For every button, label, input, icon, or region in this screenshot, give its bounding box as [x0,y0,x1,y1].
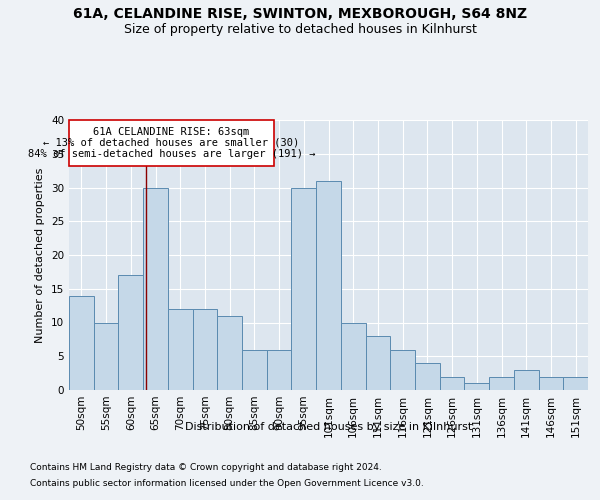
Bar [193,309,217,390]
Text: 84% of semi-detached houses are larger (191) →: 84% of semi-detached houses are larger (… [28,149,316,159]
Text: ← 13% of detached houses are smaller (30): ← 13% of detached houses are smaller (30… [43,138,299,148]
Bar [440,376,464,390]
Bar [94,322,118,390]
Bar [217,316,242,390]
Text: 61A CELANDINE RISE: 63sqm: 61A CELANDINE RISE: 63sqm [94,127,250,137]
Bar [143,188,168,390]
Text: Contains HM Land Registry data © Crown copyright and database right 2024.: Contains HM Land Registry data © Crown c… [30,462,382,471]
Bar [292,188,316,390]
Text: 61A, CELANDINE RISE, SWINTON, MEXBOROUGH, S64 8NZ: 61A, CELANDINE RISE, SWINTON, MEXBOROUGH… [73,8,527,22]
Bar [316,180,341,390]
Bar [489,376,514,390]
Bar [563,376,588,390]
Bar [69,296,94,390]
Bar [539,376,563,390]
Bar [341,322,365,390]
Bar [267,350,292,390]
Text: Contains public sector information licensed under the Open Government Licence v3: Contains public sector information licen… [30,479,424,488]
Bar [365,336,390,390]
Bar [168,309,193,390]
Bar [242,350,267,390]
Bar [464,383,489,390]
Y-axis label: Number of detached properties: Number of detached properties [35,168,46,342]
Text: Size of property relative to detached houses in Kilnhurst: Size of property relative to detached ho… [124,22,476,36]
Bar [514,370,539,390]
Bar [415,363,440,390]
Text: Distribution of detached houses by size in Kilnhurst: Distribution of detached houses by size … [185,422,472,432]
Bar [390,350,415,390]
Bar [118,275,143,390]
